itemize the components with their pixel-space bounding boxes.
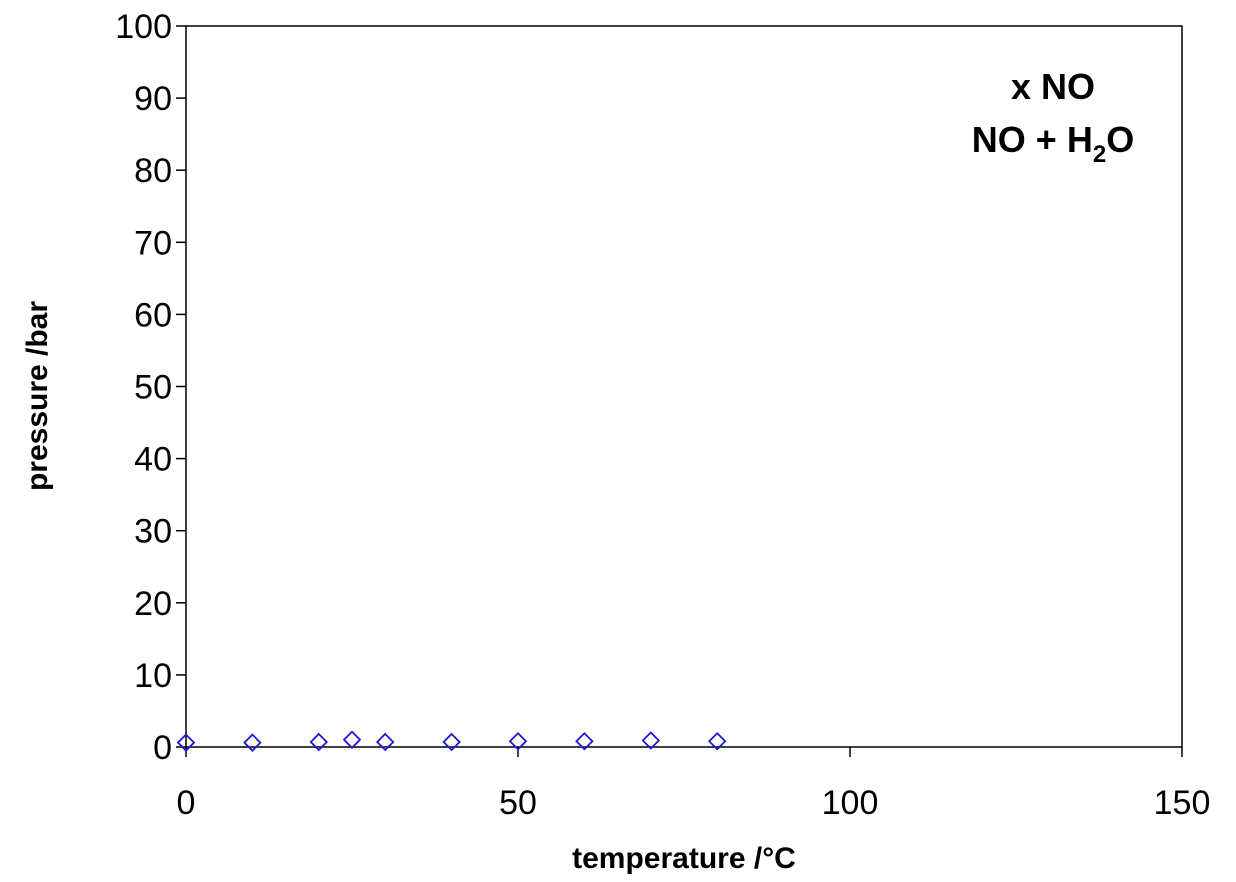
data-point [575,731,594,751]
annotation-no-h2o-subscript: 2 [1093,141,1106,168]
x-tick-label: 0 [177,784,196,822]
data-point [508,731,528,751]
y-tick-label: 10 [134,657,172,695]
annotation-x-no: x NO [1011,66,1095,107]
y-axis-ticks: 0 10 20 30 40 50 60 70 80 90 100 [115,8,186,767]
y-tick-label: 60 [134,296,172,334]
data-point [707,731,727,751]
y-tick-label: 100 [115,8,172,46]
y-tick-label: 90 [134,80,172,118]
annotation-no-h2o-main: NO + H [972,119,1093,160]
x-axis-ticks: 0 50 100 150 [177,747,1211,822]
data-point [442,732,461,752]
x-tick-label: 150 [1154,784,1211,822]
y-tick-label: 80 [134,152,172,190]
data-point [641,731,661,750]
y-axis-title: pressure /bar [21,301,54,491]
y-tick-label: 50 [134,369,172,407]
data-point [375,732,395,752]
x-tick-label: 100 [822,784,879,822]
x-tick-label: 50 [499,784,537,822]
annotation-no-h2o-tail: O [1106,119,1134,160]
y-tick-label: 70 [134,224,172,262]
x-axis-title: temperature /°C [572,842,796,875]
y-tick-label: 0 [153,729,172,767]
annotation-no-h2o: NO + H2O [972,119,1134,168]
data-point [342,730,362,750]
data-points [176,730,727,752]
y-tick-label: 40 [134,441,172,479]
data-point [176,733,196,752]
y-tick-label: 30 [134,513,172,551]
data-point [243,733,262,752]
data-point [309,732,329,752]
y-tick-label: 20 [134,585,172,623]
